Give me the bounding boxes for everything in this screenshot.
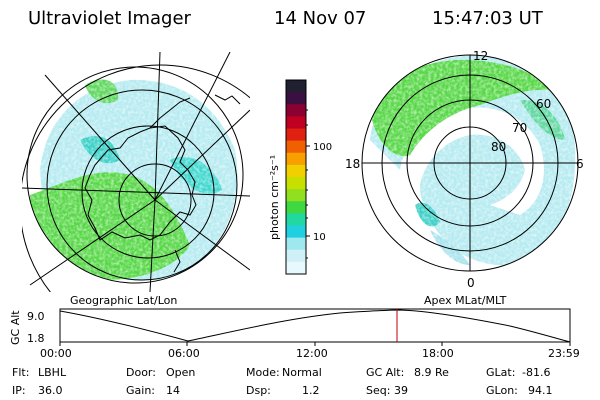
colorbar-segment — [286, 116, 306, 130]
mlt-label-18: 18 — [345, 157, 360, 171]
altitude-ytick-low: 1.8 — [27, 332, 45, 345]
mlt-label-0: 0 — [467, 276, 475, 290]
antarctica-coastline — [84, 125, 197, 241]
ip-label: IP: — [12, 384, 26, 397]
colorbar-label: photon cm⁻²s⁻¹ — [268, 155, 281, 240]
dsp-value: 1.2 — [302, 384, 320, 397]
mode-label: Mode: — [246, 366, 280, 379]
colorbar-segment — [286, 92, 306, 105]
gcalt-label: GC Alt: — [366, 366, 404, 379]
colorbar-segment — [286, 104, 306, 117]
gain-label: Gain: — [126, 384, 155, 397]
mlt-label-6: 6 — [576, 157, 584, 171]
altitude-ylabel: GC Alt — [9, 310, 22, 345]
altitude-plot: GC Alt 9.0 1.8 00:00 06:00 12:00 18:00 2… — [9, 308, 580, 360]
colorbar-segment — [286, 128, 306, 142]
altitude-xtick-2359: 23:59 — [548, 347, 580, 360]
colorbar-tick-10: 10 — [313, 232, 326, 243]
dsp-label: Dsp: — [246, 384, 271, 397]
colorbar-segment — [286, 189, 306, 202]
glat-label: GLat: — [486, 366, 515, 379]
colorbar-segment — [286, 237, 306, 251]
colorbar-segment — [286, 140, 306, 154]
image-time: 15:47:03 UT — [432, 8, 544, 29]
colorbar-tick-100: 100 — [313, 142, 332, 153]
instrument-title: Ultraviolet Imager — [28, 8, 192, 29]
colorbar-segment — [286, 177, 306, 190]
colorbar-segment — [286, 249, 306, 263]
colorbar-segment — [286, 225, 306, 239]
door-label: Door: — [126, 366, 156, 379]
colorbar-segment — [286, 213, 306, 227]
glat-value: -81.6 — [522, 366, 550, 379]
flt-label: Flt: — [12, 366, 29, 379]
colorbar-segment — [286, 80, 306, 93]
door-value: Open — [166, 366, 195, 379]
mlat-label-80: 80 — [491, 140, 506, 154]
altitude-curve — [59, 309, 571, 343]
geographic-map: Geographic Lat/Lon — [22, 52, 250, 307]
colorbar-segment — [286, 152, 306, 166]
mlat-label-60: 60 — [536, 97, 551, 111]
flt-value: LBHL — [38, 366, 67, 379]
info-panel: Flt: LBHL Door: Open Mode: Normal GC Alt… — [12, 366, 553, 397]
colorbar: 100 10 photon cm⁻²s⁻¹ — [268, 79, 332, 275]
magnetic-caption: Apex MLat/MLT — [424, 294, 507, 307]
image-date: 14 Nov 07 — [274, 8, 366, 29]
altitude-xtick-1800: 18:00 — [422, 347, 454, 360]
gain-value: 14 — [166, 384, 180, 397]
seq-label: Seq: — [366, 384, 390, 397]
altitude-ytick-high: 9.0 — [27, 310, 45, 323]
glon-value: 94.1 — [528, 384, 553, 397]
mode-value: Normal — [282, 366, 322, 379]
gcalt-value: 8.9 Re — [414, 366, 449, 379]
colorbar-segment — [286, 164, 306, 178]
glon-label: GLon: — [486, 384, 518, 397]
colorbar-segment — [286, 261, 306, 275]
mlat-label-70: 70 — [512, 121, 527, 135]
ip-value: 36.0 — [38, 384, 63, 397]
seq-value: 39 — [394, 384, 408, 397]
geographic-caption: Geographic Lat/Lon — [70, 294, 177, 307]
altitude-xtick-1200: 12:00 — [296, 347, 328, 360]
colorbar-segment — [286, 201, 306, 214]
mlt-label-12: 12 — [473, 49, 488, 63]
altitude-xtick-0600: 06:00 — [168, 347, 200, 360]
magnetic-map: 12 18 6 0 60 70 80 Apex MLat/MLT — [345, 49, 584, 307]
altitude-xtick-0000: 00:00 — [40, 347, 72, 360]
